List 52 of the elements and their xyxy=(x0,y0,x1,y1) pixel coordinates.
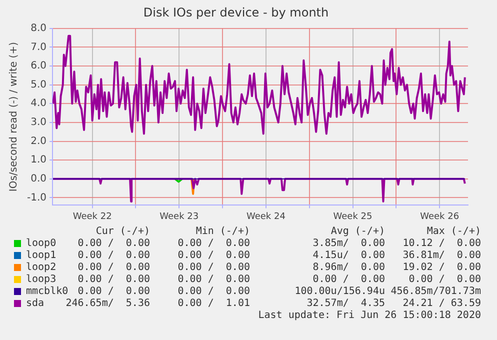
text: 0.00 / 0.00 xyxy=(78,238,150,249)
legend-label: loop1 xyxy=(26,250,56,261)
y-axis-title: IOs/second read (-) / write (+) xyxy=(8,42,20,192)
text: 100.00u/156.94u xyxy=(294,286,385,297)
text: 0.00 / 0.00 xyxy=(78,250,150,261)
text: 0.00 / 0.00 xyxy=(178,238,250,249)
x-tick-label: Week 26 xyxy=(420,212,460,222)
y-tick-label: -1.0 xyxy=(26,192,47,204)
chart-title: Disk IOs per device - by month xyxy=(143,5,329,20)
text: 0.00 / 0.00 xyxy=(178,250,250,261)
text: 0.00 / 0.00 xyxy=(408,274,481,285)
text: 0.00 / 0.00 xyxy=(78,274,150,285)
text: Min (-/+) xyxy=(196,226,250,237)
text: 3.85m/ 0.00 xyxy=(312,238,385,249)
text: 4.15u/ 0.00 xyxy=(312,250,385,261)
legend-label: loop2 xyxy=(26,262,56,273)
legend-label: loop3 xyxy=(26,274,56,285)
legend-label: loop0 xyxy=(26,238,56,249)
text: 0.00 / 1.01 xyxy=(178,298,250,309)
x-tick-label: Week 24 xyxy=(246,212,286,222)
x-tick-label: Week 25 xyxy=(333,212,372,222)
legend-label: sda xyxy=(26,298,44,309)
y-tick-label: 5.0 xyxy=(30,79,47,90)
text: 246.65m/ 5.36 xyxy=(66,298,150,309)
text: Last update: Fri Jun 26 15:00:18 2020 xyxy=(258,310,481,322)
y-tick-label: 8.0 xyxy=(30,22,47,34)
y-tick-label: 2.0 xyxy=(30,136,47,147)
text: Max (-/+) xyxy=(426,226,481,237)
legend-label: mmcblk0 xyxy=(26,286,68,297)
text: 0.00 / 0.00 xyxy=(178,286,250,297)
y-tick-label: 1.0 xyxy=(30,154,47,166)
text: 8.96m/ 0.00 xyxy=(312,262,385,273)
text: 0.00 / 0.00 xyxy=(78,286,150,297)
text: 0.00 / 0.00 xyxy=(312,274,385,285)
text: 10.12 / 0.00 xyxy=(402,238,481,249)
text: Avg (-/+) xyxy=(330,226,385,237)
text: 19.02 / 0.00 xyxy=(402,262,481,273)
y-tick-label: 3.0 xyxy=(30,117,47,128)
y-tick-label: 6.0 xyxy=(30,60,47,72)
text: 36.81m/ 0.00 xyxy=(402,250,481,261)
text: 0.00 / 0.00 xyxy=(78,262,150,273)
text: 32.57m/ 4.35 xyxy=(306,298,385,309)
text: 0.00 / 0.00 xyxy=(178,274,250,285)
text: Cur (-/+) xyxy=(96,226,150,237)
text: 24.21 / 63.59 xyxy=(402,298,481,309)
text: 0.00 / 0.00 xyxy=(178,262,250,273)
y-tick-label: 4.0 xyxy=(30,98,47,110)
text: 456.85m/701.73m xyxy=(390,286,481,297)
x-tick-label: Week 22 xyxy=(72,212,112,222)
x-tick-label: Week 23 xyxy=(160,212,199,222)
y-tick-label: 0.0 xyxy=(30,173,47,184)
y-tick-label: 7.0 xyxy=(30,42,47,53)
